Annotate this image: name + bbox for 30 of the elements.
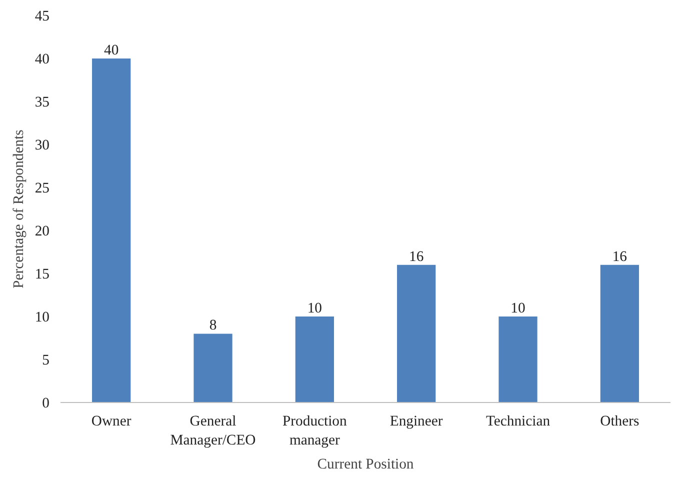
y-tick-label: 20: [34, 224, 50, 240]
bar: [498, 316, 538, 402]
x-tick-label: Owner: [91, 414, 132, 430]
x-tick-label: Engineer: [390, 414, 443, 430]
bar: [397, 264, 436, 402]
y-tick-label: 35: [34, 94, 50, 110]
data-label: 8: [209, 318, 217, 334]
y-tick-label: 5: [42, 352, 50, 368]
x-tick-label: General Manager/CEO: [170, 414, 256, 449]
y-tick-label: 0: [42, 396, 50, 412]
y-tick-label: 10: [34, 310, 50, 326]
bar: [92, 58, 131, 402]
data-label: 16: [612, 248, 627, 265]
y-tick-label: 15: [34, 266, 50, 282]
x-tick-label: Technician: [486, 414, 551, 430]
x-axis-title: Current Position: [317, 456, 414, 473]
data-label: 10: [307, 300, 322, 316]
data-label: 10: [510, 300, 526, 316]
data-label: 40: [104, 42, 119, 58]
y-tick-label: 25: [34, 180, 50, 196]
data-label: 16: [409, 248, 424, 265]
x-tick-label: Production manager: [282, 414, 348, 449]
y-tick-label: 30: [34, 138, 50, 154]
x-tick-label: Others: [600, 414, 640, 430]
y-tick-label: 45: [34, 8, 50, 24]
bar: [600, 264, 639, 402]
y-axis-title: Percentage of Respondents: [10, 129, 27, 288]
bar: [194, 334, 232, 402]
bar: [295, 316, 334, 402]
y-tick-label: 40: [34, 52, 50, 68]
